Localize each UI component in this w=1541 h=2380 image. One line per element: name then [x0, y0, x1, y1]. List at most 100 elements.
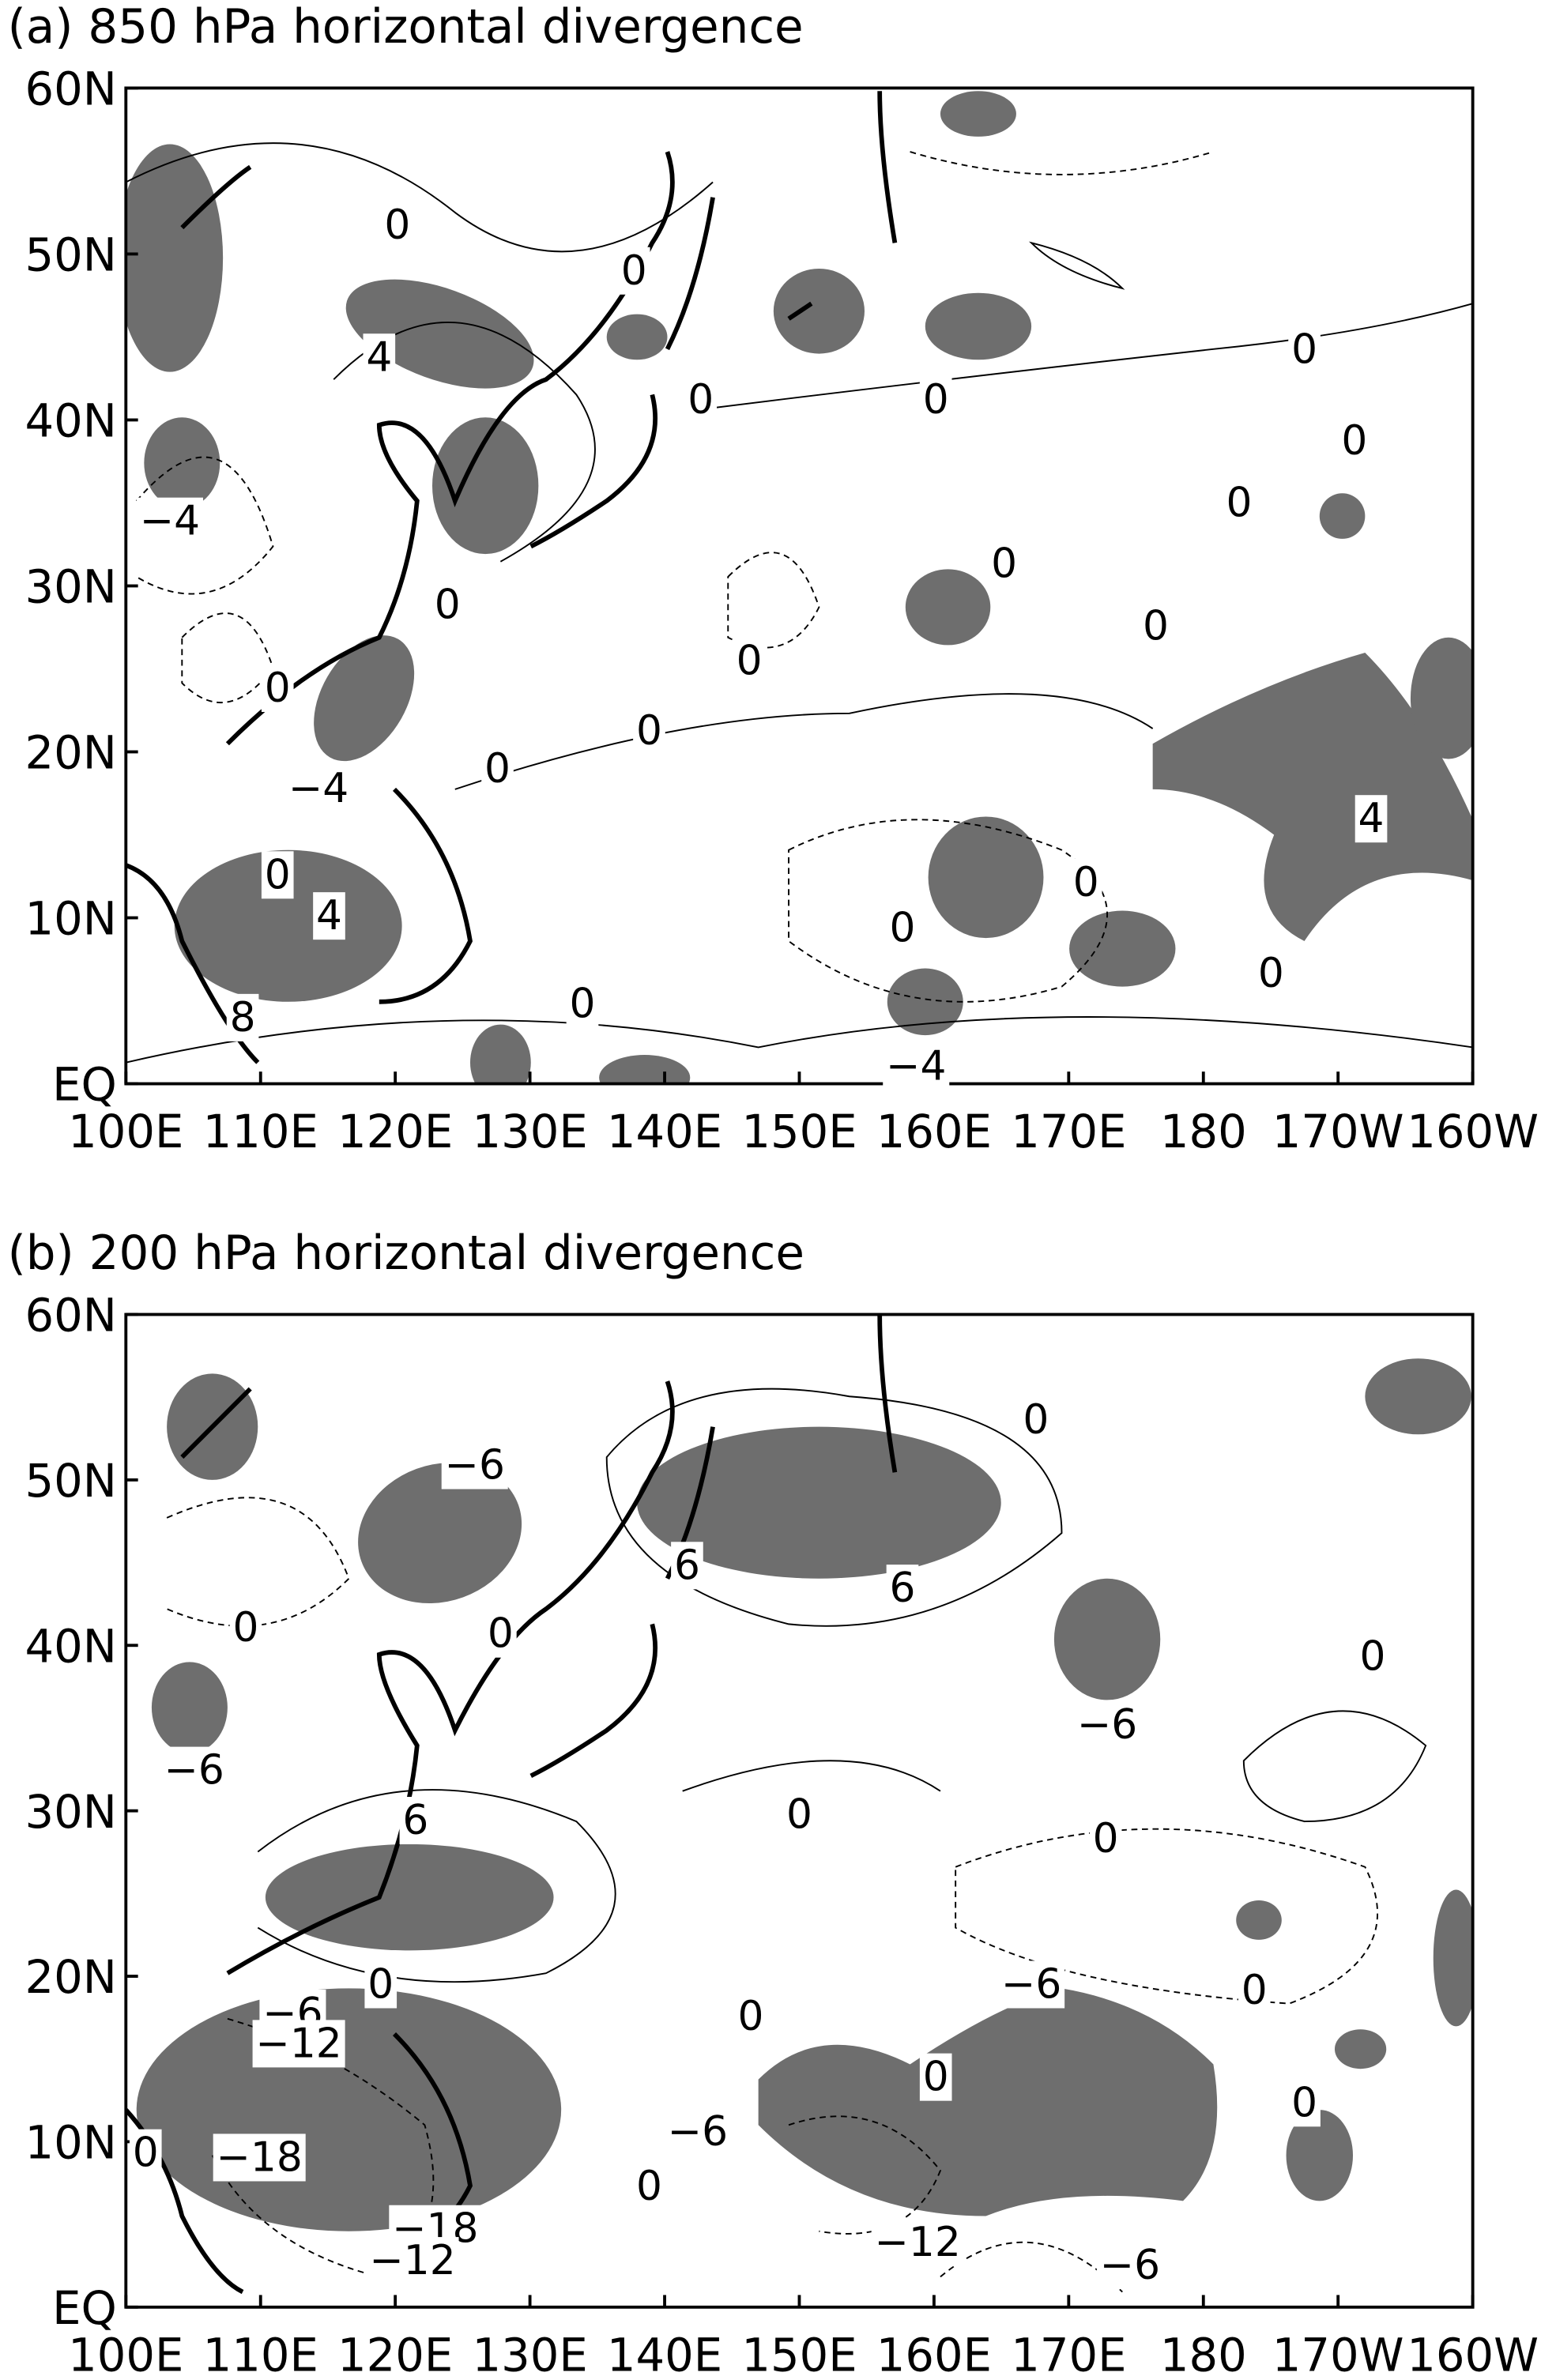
- contour-label-bg: [366, 2237, 459, 2285]
- y-tick-label: 30N: [24, 1786, 116, 1839]
- contour-label-bg: [886, 1565, 919, 1613]
- contour-label: 0: [621, 247, 647, 295]
- x-tick-label: 100E: [68, 2329, 183, 2380]
- contour-label: 0: [1359, 1633, 1385, 1681]
- contour-label-bg: [1140, 602, 1172, 650]
- x-tick-label: 160W: [1407, 2329, 1539, 2380]
- contour-label: −4: [288, 765, 349, 812]
- y-tick-label: EQ: [52, 1059, 117, 1112]
- shading: [136, 1358, 1473, 2231]
- contour-label-bg: [1089, 1815, 1122, 1863]
- contour-label-bg: [129, 2129, 162, 2177]
- contour-label-bg: [1096, 2241, 1163, 2289]
- contour-label-bg: [160, 1746, 228, 1794]
- contour-label-bg: [734, 1992, 767, 2040]
- contour-label: 0: [636, 707, 662, 755]
- x-tick-label: 110E: [203, 1105, 318, 1158]
- x-tick-label: 120E: [337, 2329, 453, 2380]
- contour-label: 0: [923, 2054, 949, 2101]
- contour-label: 0: [1226, 480, 1253, 527]
- y-tick-label: 10N: [24, 2117, 116, 2170]
- contour-label-bg: [1238, 1967, 1271, 2015]
- contour-label: 0: [1073, 859, 1099, 906]
- contour-label-bg: [226, 993, 259, 1041]
- contour-label-bg: [1019, 1395, 1053, 1444]
- x-tick-label: 100E: [68, 1105, 183, 1158]
- contour-label-bg: [1356, 1632, 1389, 1681]
- contour-label: 0: [1291, 326, 1317, 374]
- contour-label: 6: [674, 1542, 700, 1589]
- contour-label: 6: [402, 1797, 428, 1844]
- contour-label-bg: [1288, 2079, 1321, 2127]
- coastlines: [126, 91, 898, 1064]
- contour-label: 0: [367, 1960, 394, 2008]
- contour-label-bg: [1354, 795, 1388, 843]
- coastlines: [126, 1314, 898, 2295]
- contour-label-bg: [919, 2053, 952, 2101]
- contour-label: 0: [636, 2163, 662, 2210]
- contour-label-bg: [1288, 326, 1321, 374]
- contour-label: −18: [217, 2133, 303, 2181]
- contour-label: 0: [688, 376, 714, 424]
- y-tick-label: 60N: [24, 1290, 116, 1343]
- contour-label: 0: [265, 665, 291, 712]
- contour-label-bg: [229, 1604, 262, 1652]
- contour-label-bg: [213, 2133, 306, 2182]
- contour-label: −6: [1077, 1701, 1137, 1749]
- contour-label-bg: [1223, 479, 1256, 527]
- contour-label: 0: [435, 581, 461, 628]
- y-tick-label: 30N: [24, 561, 116, 614]
- contour-label: 0: [786, 1791, 812, 1838]
- contour-label-bg: [566, 980, 599, 1028]
- contour-label: −4: [886, 1042, 946, 1090]
- x-tick-label: 130E: [472, 1105, 587, 1158]
- contour-label: 0: [1241, 1967, 1268, 2014]
- x-tick-label: 140E: [607, 1105, 722, 1158]
- contour-label-bg: [313, 892, 345, 940]
- contour-label: 0: [484, 745, 511, 793]
- contour-label-bg: [363, 333, 396, 382]
- contour-label: 6: [889, 1565, 915, 1612]
- contour-label-bg: [919, 376, 952, 424]
- contour-label-bg: [988, 540, 1020, 588]
- contour-label-bg: [883, 1042, 950, 1090]
- x-tick-label: 140E: [607, 2329, 722, 2380]
- contour-label: 0: [1093, 1815, 1119, 1862]
- contour-label-bg: [399, 1797, 432, 1845]
- y-tick-label: 50N: [24, 1455, 116, 1508]
- contour-label: 0: [737, 637, 763, 684]
- contour-label: 0: [133, 2130, 159, 2177]
- contour-label-bg: [252, 2020, 345, 2068]
- y-tick-label: 40N: [24, 1620, 116, 1673]
- panel-title: (b) 200 hPa horizontal divergence: [8, 1226, 804, 1281]
- contour-label-bg: [441, 1441, 508, 1489]
- contour-label: 4: [316, 892, 342, 940]
- contour-label: 0: [488, 1610, 514, 1658]
- x-tick-label: 160E: [876, 2329, 992, 2380]
- contour-label: 8: [230, 994, 256, 1041]
- contour-label-bg: [431, 581, 464, 629]
- contour-label-bg: [1069, 858, 1102, 906]
- contour-label: 4: [366, 333, 392, 381]
- map-b: [126, 1314, 1473, 2295]
- contour-label: 0: [923, 376, 949, 424]
- x-tick-label: 180: [1160, 2329, 1247, 2380]
- contour-label: −6: [1100, 2242, 1160, 2289]
- contour-label-bg: [136, 497, 203, 545]
- contour-label: −4: [140, 498, 200, 545]
- contour-label: 4: [1358, 795, 1385, 842]
- x-tick-label: 160E: [876, 1105, 992, 1158]
- contour-label-bg: [1255, 950, 1287, 998]
- x-tick-label: 160W: [1407, 1105, 1539, 1158]
- y-tick-label: 20N: [24, 1951, 116, 2004]
- contour-label: 0: [1341, 417, 1367, 465]
- contour-label: −6: [1001, 1960, 1061, 2008]
- contour-label-bg: [481, 744, 514, 793]
- contour-label: −12: [255, 2020, 341, 2067]
- contour-label: 0: [265, 851, 291, 898]
- y-tick-label: EQ: [52, 2282, 117, 2335]
- y-tick-label: 40N: [24, 395, 116, 448]
- contour-label: −6: [164, 1747, 224, 1794]
